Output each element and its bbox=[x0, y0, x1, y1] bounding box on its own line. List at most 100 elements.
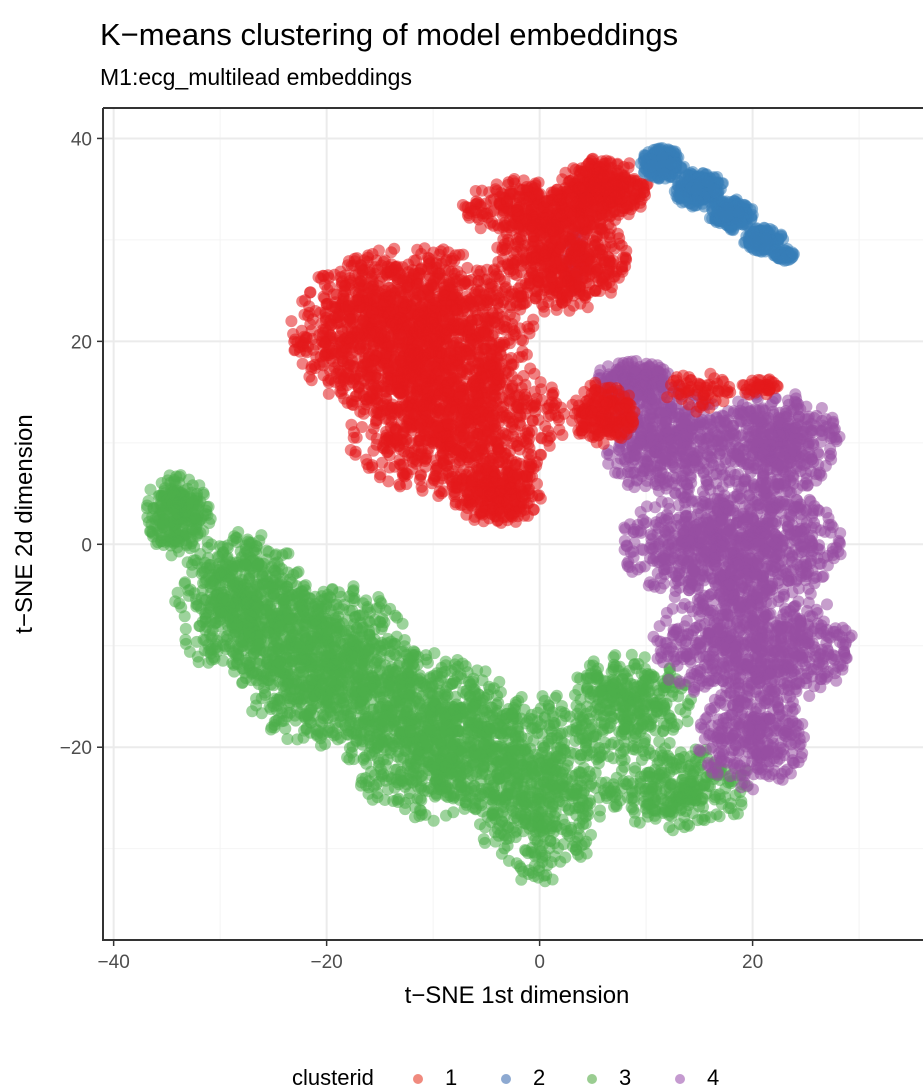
point-cluster-3 bbox=[563, 804, 576, 817]
point-cluster-3 bbox=[192, 656, 205, 669]
point-cluster-3 bbox=[494, 826, 507, 839]
point-cluster-3 bbox=[285, 613, 298, 626]
point-cluster-3 bbox=[221, 594, 234, 607]
point-cluster-3 bbox=[427, 669, 440, 682]
point-cluster-3 bbox=[439, 655, 452, 668]
point-cluster-4 bbox=[789, 422, 802, 434]
point-cluster-3 bbox=[293, 587, 306, 600]
point-cluster-3 bbox=[335, 590, 347, 603]
point-cluster-3 bbox=[336, 674, 349, 687]
point-cluster-3 bbox=[551, 750, 564, 763]
point-cluster-3 bbox=[232, 649, 245, 662]
point-cluster-3 bbox=[324, 591, 337, 604]
point-cluster-3 bbox=[535, 820, 548, 833]
point-cluster-4 bbox=[694, 421, 707, 434]
point-cluster-3 bbox=[495, 779, 508, 792]
point-cluster-4 bbox=[684, 471, 697, 484]
point-cluster-3 bbox=[175, 517, 188, 530]
point-cluster-3 bbox=[228, 617, 241, 630]
point-cluster-4 bbox=[807, 437, 819, 449]
point-cluster-3 bbox=[318, 649, 331, 662]
point-cluster-3 bbox=[535, 718, 547, 731]
point-cluster-3 bbox=[331, 704, 344, 717]
point-cluster-3 bbox=[280, 547, 293, 560]
point-cluster-4 bbox=[789, 388, 802, 401]
point-cluster-3 bbox=[191, 557, 204, 570]
point-cluster-3 bbox=[388, 781, 401, 794]
point-cluster-3 bbox=[341, 751, 354, 764]
point-cluster-3 bbox=[635, 753, 648, 766]
point-cluster-3 bbox=[607, 651, 620, 664]
point-cluster-3 bbox=[684, 759, 697, 772]
point-cluster-3 bbox=[243, 536, 256, 549]
point-cluster-3 bbox=[589, 670, 602, 683]
point-cluster-3 bbox=[583, 713, 596, 725]
point-cluster-3 bbox=[598, 717, 611, 730]
point-cluster-3 bbox=[285, 690, 298, 703]
point-cluster-3 bbox=[719, 782, 732, 795]
point-cluster-3 bbox=[194, 620, 206, 632]
point-cluster-3 bbox=[627, 703, 640, 716]
point-cluster-3 bbox=[398, 686, 410, 699]
point-cluster-3 bbox=[361, 601, 374, 613]
point-cluster-3 bbox=[456, 780, 468, 793]
point-cluster-3 bbox=[362, 775, 375, 788]
point-cluster-3 bbox=[468, 784, 481, 797]
point-cluster-3 bbox=[271, 693, 284, 706]
point-cluster-3 bbox=[594, 685, 607, 697]
point-cluster-4 bbox=[641, 449, 653, 462]
point-cluster-3 bbox=[550, 820, 563, 833]
point-cluster-3 bbox=[304, 726, 317, 739]
point-cluster-3 bbox=[642, 677, 655, 690]
point-cluster-3 bbox=[244, 656, 257, 669]
point-cluster-3 bbox=[673, 818, 686, 831]
point-cluster-3 bbox=[330, 614, 343, 627]
point-cluster-3 bbox=[315, 726, 328, 739]
point-cluster-3 bbox=[454, 769, 467, 782]
point-cluster-3 bbox=[319, 700, 332, 713]
point-cluster-3 bbox=[534, 780, 547, 792]
point-cluster-3 bbox=[268, 564, 280, 577]
point-cluster-3 bbox=[308, 709, 320, 722]
point-cluster-4 bbox=[678, 416, 690, 429]
point-cluster-3 bbox=[684, 795, 697, 808]
point-cluster-3 bbox=[364, 720, 377, 733]
point-cluster-3 bbox=[227, 534, 240, 547]
point-cluster-3 bbox=[572, 683, 585, 696]
point-cluster-4 bbox=[748, 462, 761, 475]
point-cluster-3 bbox=[354, 702, 367, 715]
point-cluster-4 bbox=[643, 464, 656, 477]
point-cluster-3 bbox=[396, 617, 409, 630]
point-cluster-3 bbox=[299, 680, 312, 693]
point-cluster-3 bbox=[399, 736, 412, 748]
point-cluster-3 bbox=[500, 727, 513, 740]
point-cluster-3 bbox=[545, 856, 558, 869]
point-cluster-3 bbox=[414, 719, 427, 732]
point-cluster-4 bbox=[751, 411, 764, 424]
point-cluster-3 bbox=[277, 593, 290, 606]
point-cluster-3 bbox=[625, 648, 638, 661]
point-cluster-3 bbox=[155, 477, 168, 489]
point-cluster-3 bbox=[410, 775, 423, 787]
point-cluster-3 bbox=[251, 579, 264, 592]
point-cluster-3 bbox=[298, 654, 311, 667]
point-cluster-3 bbox=[171, 586, 184, 599]
point-cluster-3 bbox=[293, 640, 306, 653]
point-cluster-3 bbox=[195, 602, 208, 615]
point-cluster-3 bbox=[291, 733, 304, 746]
point-cluster-3 bbox=[550, 764, 563, 777]
point-cluster-3 bbox=[306, 630, 319, 643]
point-cluster-3 bbox=[255, 529, 268, 542]
point-cluster-3 bbox=[249, 602, 262, 615]
point-cluster-3 bbox=[168, 475, 181, 488]
point-cluster-3 bbox=[345, 634, 358, 647]
point-cluster-3 bbox=[449, 690, 462, 703]
point-cluster-4 bbox=[609, 466, 622, 479]
point-cluster-3 bbox=[384, 602, 397, 615]
point-cluster-4 bbox=[646, 434, 659, 446]
point-cluster-3 bbox=[583, 723, 596, 736]
point-cluster-3 bbox=[424, 705, 437, 718]
point-cluster-3 bbox=[583, 659, 596, 672]
point-cluster-3 bbox=[566, 775, 579, 788]
